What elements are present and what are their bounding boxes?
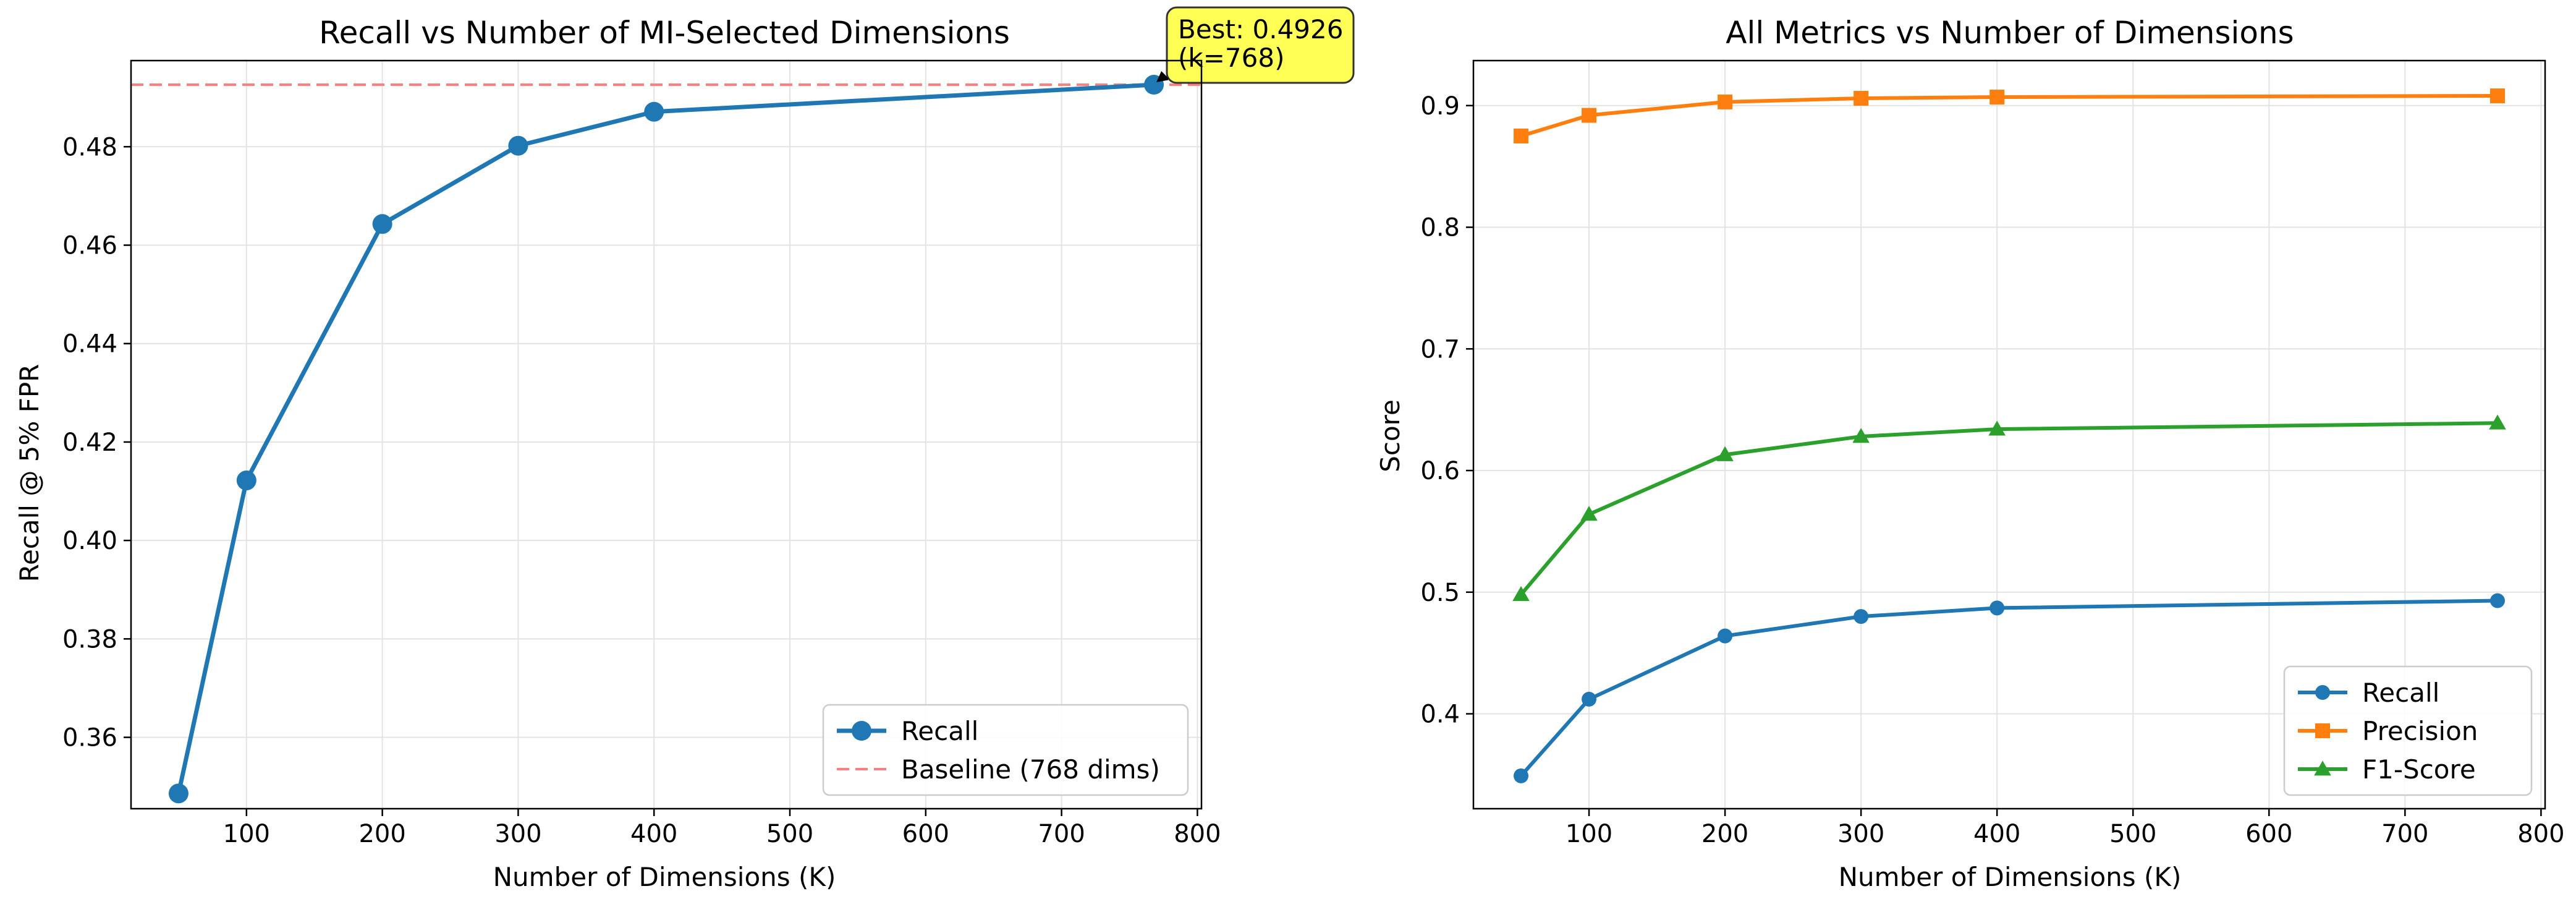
data-point-recall: [236, 471, 256, 491]
legend-label: Recall: [2362, 678, 2439, 708]
annotation-box: [1166, 6, 1355, 84]
data-point-f1-score: [1512, 586, 1530, 602]
data-point-f1-score: [1852, 428, 1870, 443]
legend-label: F1-Score: [2362, 754, 2476, 785]
data-point-recall: [644, 101, 664, 122]
data-point-precision: [1718, 94, 1733, 109]
data-point-precision: [1582, 108, 1597, 123]
y-tick-label: 0.38: [62, 625, 117, 654]
legend: Recall Baseline (768 dims): [822, 704, 1189, 796]
x-tick-label: 100: [223, 820, 270, 848]
legend-marker: [2315, 723, 2330, 738]
x-tick-label: 400: [1973, 820, 2020, 848]
y-tick-label: 0.6: [1420, 457, 1460, 485]
data-point-f1-score: [1988, 420, 2006, 436]
data-point-recall: [1854, 609, 1869, 624]
data-point-recall: [1514, 768, 1529, 783]
legend-label: Recall: [901, 716, 978, 746]
data-point-precision: [1854, 90, 1869, 106]
legend-marker: [2315, 685, 2330, 700]
x-tick-label: 500: [2109, 820, 2156, 848]
x-tick-label: 200: [358, 820, 405, 848]
y-tick-label: 0.9: [1420, 92, 1460, 121]
data-point-recall: [372, 214, 392, 234]
data-point-recall: [1718, 628, 1733, 644]
x-tick-label: 400: [630, 820, 677, 848]
annotation-arrowhead: [1156, 71, 1169, 83]
x-axis-label: Number of Dimensions (K): [1839, 862, 2182, 892]
y-tick-label: 0.48: [62, 133, 117, 161]
legend-marker: [852, 721, 871, 741]
data-point-recall: [508, 135, 528, 156]
y-tick-label: 0.7: [1420, 335, 1460, 364]
annotation-text: (k=768): [1178, 43, 1284, 73]
data-point-f1-score: [1580, 506, 1598, 521]
data-point-precision: [2489, 88, 2505, 104]
x-tick-label: 300: [1837, 820, 1884, 848]
series-line-recall: [1519, 598, 2498, 777]
x-tick-label: 500: [766, 820, 813, 848]
x-tick-label: 700: [1038, 820, 1085, 848]
recall-chart: Recall vs Number of MI-Selected Dimensio…: [14, 6, 1355, 892]
x-tick-label: 300: [494, 820, 541, 848]
y-axis-label: Score: [1375, 399, 1405, 472]
x-tick-label: 600: [2245, 820, 2292, 848]
series-line-precision: [1520, 94, 2498, 138]
x-tick-label: 800: [2517, 820, 2564, 848]
x-tick-label: 200: [1701, 820, 1748, 848]
y-tick-label: 0.5: [1420, 579, 1460, 607]
data-point-precision: [1514, 128, 1529, 143]
y-tick-label: 0.42: [62, 428, 117, 457]
chart-title: All Metrics vs Number of Dimensions: [1726, 15, 2294, 51]
y-axis-label: Recall @ 5% FPR: [14, 364, 44, 582]
legend-label: Precision: [2362, 716, 2478, 746]
x-tick-label: 100: [1566, 820, 1612, 848]
x-tick-label: 600: [902, 820, 949, 848]
data-point-precision: [1989, 90, 2005, 105]
x-axis-label: Number of Dimensions (K): [493, 862, 836, 892]
legend-label: Baseline (768 dims): [901, 754, 1160, 785]
legend-marker: [2314, 760, 2331, 776]
y-tick-label: 0.36: [62, 724, 117, 752]
y-tick-label: 0.46: [62, 232, 117, 260]
y-tick-label: 0.8: [1420, 214, 1460, 242]
data-point-recall: [2489, 593, 2505, 608]
y-tick-label: 0.44: [62, 330, 117, 359]
plot-frame: [130, 59, 1203, 810]
data-point-recall: [1989, 600, 2005, 616]
all-metrics-chart: All Metrics vs Number of Dimensions Numb…: [1375, 15, 2565, 892]
x-tick-label: 700: [2381, 820, 2428, 848]
data-point-recall: [168, 783, 189, 804]
series-line-recall: [176, 82, 1155, 794]
data-point-f1-score: [2489, 414, 2506, 430]
y-tick-label: 0.40: [62, 527, 117, 555]
legend: Recall Precision F1-Score: [2283, 665, 2533, 796]
chart-title: Recall vs Number of MI-Selected Dimensio…: [319, 15, 1010, 51]
legend-box: [2283, 665, 2533, 796]
plot-frame: [1472, 59, 2546, 810]
y-tick-label: 0.4: [1420, 700, 1460, 729]
annotation-text: Best: 0.4926: [1178, 14, 1343, 45]
legend-box: [822, 704, 1189, 796]
data-point-recall: [1582, 691, 1597, 707]
series-line-f1-score: [1519, 421, 2498, 596]
x-tick-label: 800: [1174, 820, 1221, 848]
data-point-f1-score: [1716, 446, 1734, 461]
